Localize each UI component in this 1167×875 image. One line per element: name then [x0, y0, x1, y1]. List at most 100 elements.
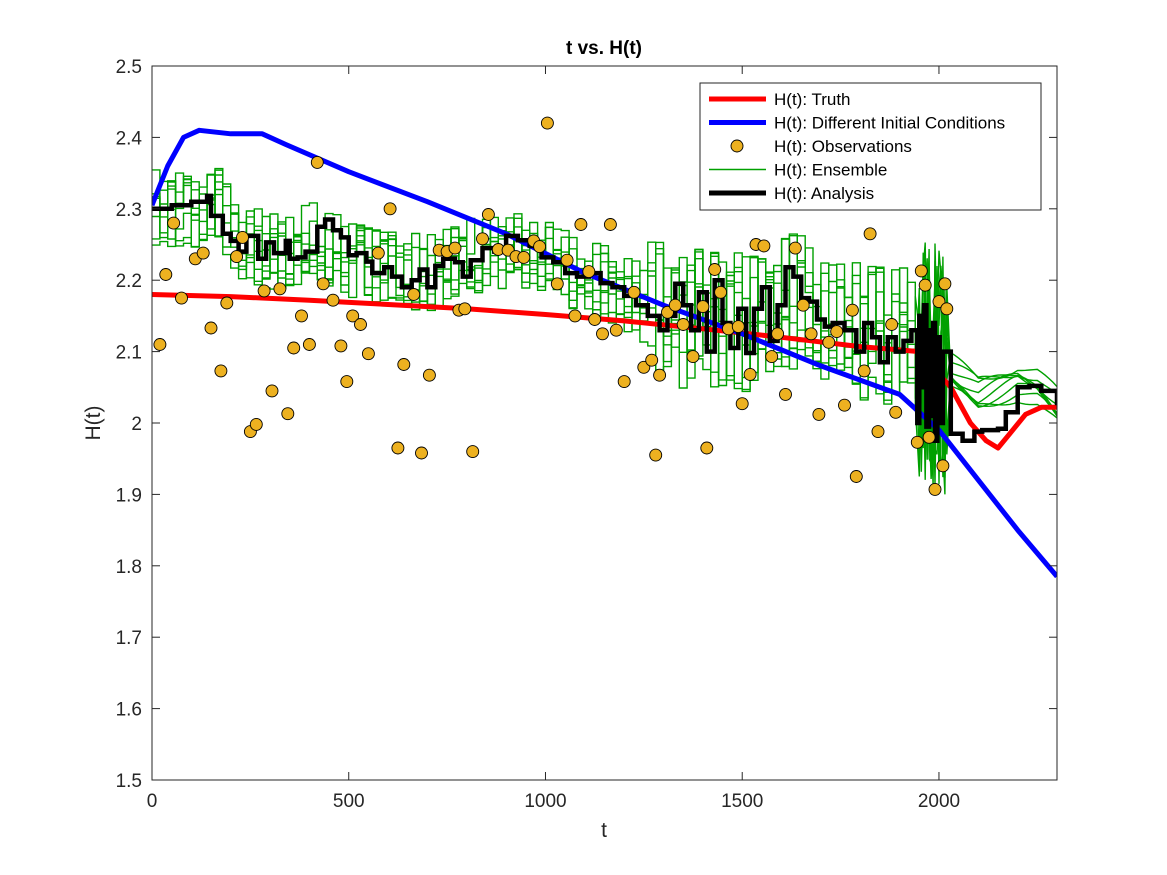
observation-point	[928, 482, 942, 496]
y-tick-label: 2.2	[116, 271, 142, 292]
observation-point	[422, 368, 436, 382]
observation-point	[448, 241, 462, 255]
observation-point	[302, 338, 316, 351]
observation-point	[779, 387, 792, 401]
legend-label: H(t): Truth	[774, 90, 851, 109]
observation-point	[700, 441, 714, 455]
observation-point	[714, 285, 728, 299]
x-axis-title: t	[601, 819, 607, 842]
observation-point	[757, 239, 771, 253]
x-tick-label: 1000	[524, 791, 566, 812]
observation-point	[838, 398, 851, 412]
observation-point	[788, 241, 802, 255]
ensemble-member-line	[152, 167, 1057, 486]
observation-point	[316, 277, 330, 291]
observation-point	[871, 425, 885, 439]
observation-point	[918, 278, 932, 292]
observation-point	[466, 445, 480, 459]
observation-point	[603, 218, 617, 231]
observation-point	[265, 384, 279, 398]
observation-point	[476, 232, 489, 246]
y-tick-label: 1.6	[116, 700, 142, 721]
y-tick-label: 1.7	[116, 628, 142, 649]
legend-item: H(t): Truth	[709, 90, 851, 109]
observation-point	[175, 291, 188, 305]
observation-point	[383, 202, 397, 216]
observation-point	[458, 302, 472, 316]
x-tick-label: 2000	[918, 791, 960, 812]
observation-point	[617, 375, 631, 389]
series-truth-line	[152, 292, 1057, 451]
observation-point	[249, 417, 263, 431]
observation-point	[845, 303, 859, 317]
observation-point	[397, 358, 411, 371]
observation-point	[354, 318, 367, 331]
observation-point	[391, 441, 405, 455]
observation-point	[415, 446, 428, 460]
observation-point	[645, 353, 659, 367]
observation-point	[204, 321, 218, 335]
observation-point	[676, 318, 690, 331]
x-tick-label: 0	[147, 791, 158, 812]
observation-point	[540, 116, 554, 130]
observation-point	[326, 293, 340, 307]
observation-point	[273, 282, 287, 296]
legend-label: H(t): Ensemble	[774, 161, 887, 180]
y-tick-label: 2.5	[116, 57, 142, 78]
observation-point	[340, 375, 354, 389]
observation-point	[517, 250, 531, 264]
observation-point	[653, 368, 667, 382]
observation-point	[885, 318, 899, 331]
observation-point	[560, 253, 574, 267]
observation-point	[940, 302, 954, 316]
observation-point	[822, 335, 836, 349]
observation-point	[287, 341, 301, 355]
y-tick-label: 1.5	[116, 771, 142, 792]
legend-item: H(t): Observations	[730, 137, 912, 156]
legend-item: H(t): Ensemble	[709, 161, 887, 180]
observation-point	[743, 367, 757, 381]
legend-label: H(t): Analysis	[774, 184, 874, 203]
observation-point	[295, 309, 308, 323]
observation-point	[153, 338, 167, 351]
observation-point	[735, 397, 749, 411]
observation-point	[568, 309, 582, 323]
observation-point	[574, 218, 588, 231]
observation-point	[796, 298, 810, 312]
observation-point	[167, 216, 181, 230]
observation-point	[771, 327, 785, 341]
observation-point	[257, 284, 271, 298]
legend-label: H(t): Observations	[774, 137, 912, 156]
observation-point	[765, 350, 779, 364]
series-observations	[153, 116, 954, 496]
observation-point	[849, 470, 863, 483]
observation-point	[220, 296, 234, 310]
observation-point	[588, 313, 602, 326]
observation-point	[361, 347, 375, 361]
observation-point	[708, 263, 722, 276]
y-axis-title: H(t)	[82, 406, 105, 441]
legend: H(t): Truth H(t): Different Initial Condi…	[699, 82, 1042, 211]
observation-point	[334, 339, 348, 353]
observation-point	[596, 327, 609, 341]
observation-point	[407, 288, 421, 301]
legend-box	[699, 82, 1042, 211]
observation-point	[857, 364, 871, 378]
observation-point	[550, 277, 564, 291]
observation-point	[481, 208, 495, 221]
y-tick-label: 1.8	[116, 557, 142, 578]
y-tick-label: 1.9	[116, 485, 142, 506]
observation-point	[812, 407, 826, 421]
observation-point	[214, 364, 228, 378]
legend-item: H(t): Different Initial Conditions	[709, 114, 1005, 133]
observation-point	[627, 285, 641, 299]
observation-point	[281, 407, 295, 421]
observation-point	[310, 155, 324, 169]
observation-point	[196, 246, 210, 260]
observation-point	[914, 264, 928, 278]
observation-point	[533, 240, 547, 254]
y-tick-label: 2	[131, 414, 142, 435]
observation-point	[668, 298, 682, 312]
x-tick-label: 1500	[721, 791, 763, 812]
